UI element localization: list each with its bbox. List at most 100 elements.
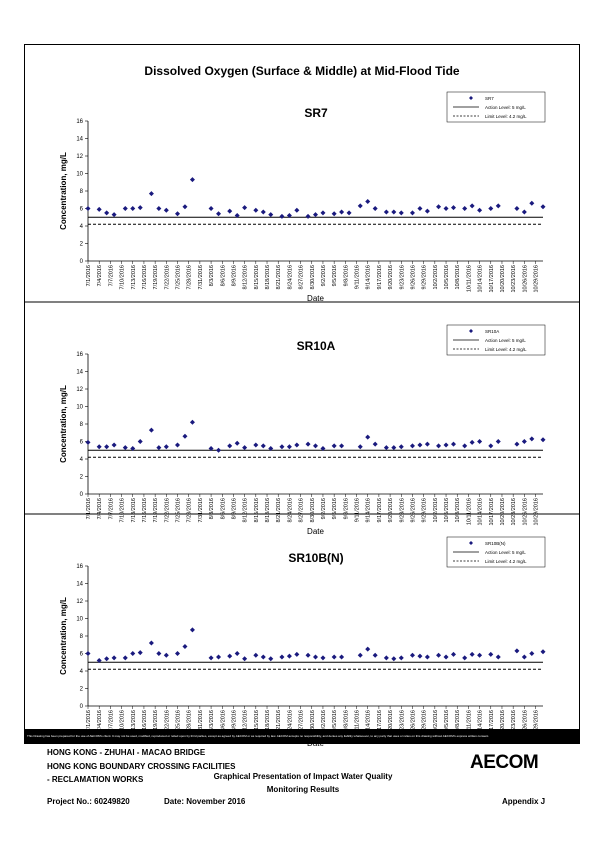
data-point — [436, 652, 442, 658]
x-tick-label: 8/12/2016 — [243, 265, 249, 289]
y-tick-label: 12 — [76, 599, 83, 605]
x-tick-label: 9/20/2016 — [388, 710, 394, 734]
x-tick-label: 9/5/2016 — [332, 265, 338, 286]
data-point — [521, 654, 527, 660]
data-point — [104, 210, 110, 216]
x-tick-label: 7/16/2016 — [142, 498, 148, 522]
y-tick-label: 0 — [80, 259, 84, 265]
x-tick-label: 9/11/2016 — [355, 265, 361, 289]
data-point — [294, 651, 300, 657]
drawing-date: Date: November 2016 — [164, 797, 246, 806]
data-point — [424, 654, 430, 660]
x-tick-label: 7/25/2016 — [176, 498, 182, 522]
y-tick-label: 6 — [80, 440, 84, 446]
data-point — [357, 203, 363, 209]
data-point — [383, 445, 389, 451]
x-tick-label: 8/6/2016 — [220, 265, 226, 286]
y-tick-label: 12 — [76, 387, 83, 393]
data-point — [443, 206, 449, 211]
data-point — [260, 654, 266, 660]
disclaimer-strip: This Drawing has been prepared for the u… — [24, 729, 580, 743]
x-tick-label: 9/2/2016 — [321, 498, 327, 519]
data-point — [234, 440, 240, 446]
y-tick-label: 2 — [80, 687, 84, 693]
x-tick-label: 8/3/2016 — [209, 265, 215, 286]
x-tick-label: 10/8/2016 — [455, 710, 461, 734]
x-tick-label: 10/5/2016 — [444, 265, 450, 289]
y-tick-label: 16 — [76, 119, 83, 125]
y-tick-label: 10 — [76, 617, 83, 623]
x-tick-label: 8/21/2016 — [276, 710, 282, 734]
data-point — [189, 177, 195, 183]
x-tick-label: 8/9/2016 — [231, 498, 237, 519]
data-point — [417, 653, 423, 659]
x-tick-label: 10/29/2016 — [534, 265, 540, 293]
data-point — [495, 654, 501, 660]
data-point — [242, 656, 248, 662]
x-tick-label: 7/19/2016 — [153, 710, 159, 734]
x-tick-label: 9/11/2016 — [355, 710, 361, 734]
legend-marker — [469, 96, 473, 100]
x-axis-label: Date — [307, 294, 324, 303]
x-tick-label: 10/2/2016 — [433, 498, 439, 522]
x-tick-label: 9/14/2016 — [366, 265, 372, 289]
data-point — [398, 444, 404, 450]
x-tick-label: 8/24/2016 — [287, 710, 293, 734]
x-tick-label: 9/5/2016 — [332, 498, 338, 519]
x-tick-label: 9/5/2016 — [332, 710, 338, 731]
data-point — [372, 441, 378, 447]
data-point — [417, 206, 423, 211]
x-tick-label: 7/13/2016 — [131, 265, 137, 289]
data-point — [339, 443, 345, 449]
data-point — [286, 213, 292, 218]
data-point — [122, 445, 128, 451]
data-point — [372, 206, 378, 211]
data-point — [383, 209, 389, 215]
data-point — [462, 655, 468, 661]
data-point — [331, 654, 337, 660]
x-tick-label: 8/30/2016 — [310, 265, 316, 289]
project-name-line2: HONG KONG BOUNDARY CROSSING FACILITIES — [47, 762, 236, 771]
data-point — [305, 652, 311, 658]
x-tick-label: 8/9/2016 — [231, 265, 237, 286]
legend-label: Action Level: 5 mg/L — [485, 338, 526, 343]
x-tick-label: 10/2/2016 — [433, 710, 439, 734]
x-tick-label: 8/9/2016 — [231, 710, 237, 731]
x-tick-label: 7/19/2016 — [153, 498, 159, 522]
x-tick-label: 7/22/2016 — [164, 710, 170, 734]
data-point — [286, 444, 292, 450]
project-name-line1: HONG KONG - ZHUHAI - MACAO BRIDGE — [47, 748, 206, 757]
x-tick-label: 10/11/2016 — [466, 710, 472, 737]
data-point — [182, 433, 188, 439]
chart-title: SR7 — [304, 106, 328, 120]
x-tick-label: 7/22/2016 — [164, 498, 170, 522]
x-tick-label: 9/29/2016 — [422, 265, 428, 289]
data-point — [208, 655, 214, 661]
data-point — [424, 208, 430, 214]
data-point — [216, 654, 222, 660]
x-tick-label: 8/24/2016 — [287, 498, 293, 522]
data-point — [268, 656, 274, 662]
x-tick-label: 8/15/2016 — [254, 710, 260, 734]
data-point — [268, 446, 274, 451]
data-point — [450, 651, 456, 657]
data-point — [443, 442, 449, 448]
legend-marker — [469, 541, 473, 545]
x-tick-label: 9/14/2016 — [366, 498, 372, 522]
chart-3: SR10B(N) 0 2 4 6 8 10 12 14 16 Concentration, mg/L… — [59, 536, 546, 748]
x-tick-label: 9/23/2016 — [399, 265, 405, 289]
data-point — [189, 627, 195, 633]
data-point — [391, 656, 397, 662]
x-tick-label: 9/20/2016 — [388, 498, 394, 522]
data-point — [294, 207, 300, 213]
data-point — [469, 651, 475, 657]
data-point — [216, 211, 222, 217]
data-point — [294, 442, 300, 448]
x-tick-label: 8/12/2016 — [243, 498, 249, 522]
legend-label: Action Level: 5 mg/L — [485, 550, 526, 555]
data-point — [529, 651, 535, 656]
x-tick-label: 10/26/2016 — [522, 498, 528, 526]
data-point — [443, 654, 449, 660]
data-point — [268, 212, 274, 218]
